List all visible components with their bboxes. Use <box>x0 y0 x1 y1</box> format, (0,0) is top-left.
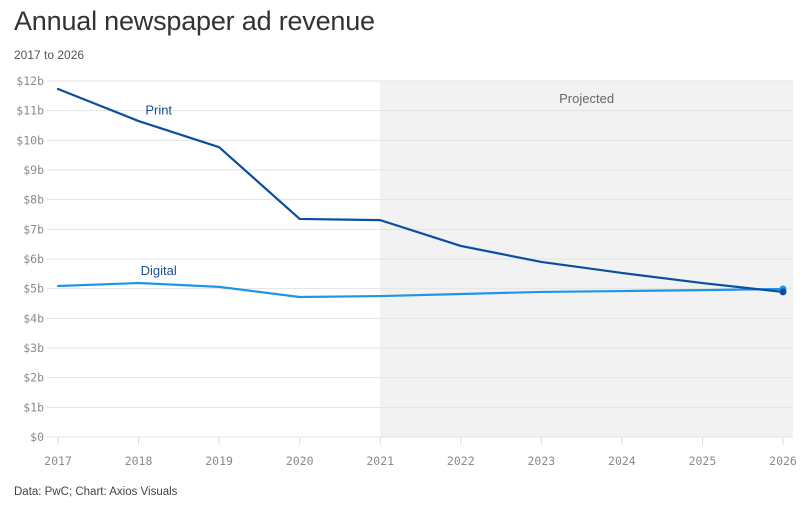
y-tick-label: $4b <box>23 311 44 325</box>
print-end-point <box>779 288 787 296</box>
projected-label: Projected <box>559 91 614 106</box>
x-tick-label: 2025 <box>689 454 717 468</box>
y-tick-label: $11b <box>16 104 44 118</box>
chart-source: Data: PwC; Chart: Axios Visuals <box>14 486 178 498</box>
y-tick-label: $8b <box>23 193 44 207</box>
x-tick-label: 2026 <box>769 454 797 468</box>
print-series-label: Print <box>145 103 172 118</box>
chart-title: Annual newspaper ad revenue <box>14 6 375 36</box>
y-tick-label: $9b <box>23 163 44 177</box>
x-tick-label: 2024 <box>608 454 636 468</box>
x-tick-label: 2020 <box>286 454 314 468</box>
x-tick-label: 2017 <box>44 454 72 468</box>
y-tick-label: $6b <box>23 252 44 266</box>
y-tick-label: $12b <box>16 74 44 88</box>
y-tick-label: $7b <box>23 222 44 236</box>
y-tick-label: $1b <box>23 400 44 414</box>
chart-subtitle: 2017 to 2026 <box>14 48 85 62</box>
x-tick-label: 2018 <box>125 454 153 468</box>
x-tick-label: 2021 <box>366 454 394 468</box>
y-tick-label: $5b <box>23 282 44 296</box>
digital-series-label: Digital <box>141 263 177 278</box>
print-line <box>56 87 785 294</box>
y-tick-label: $10b <box>16 133 44 147</box>
x-tick-label: 2022 <box>447 454 475 468</box>
x-tick-label: 2023 <box>527 454 555 468</box>
digital-line <box>56 281 785 299</box>
y-tick-label: $3b <box>23 341 44 355</box>
y-tick-label: $2b <box>23 371 44 385</box>
x-tick-label: 2019 <box>205 454 233 468</box>
y-tick-label: $0 <box>30 430 44 444</box>
